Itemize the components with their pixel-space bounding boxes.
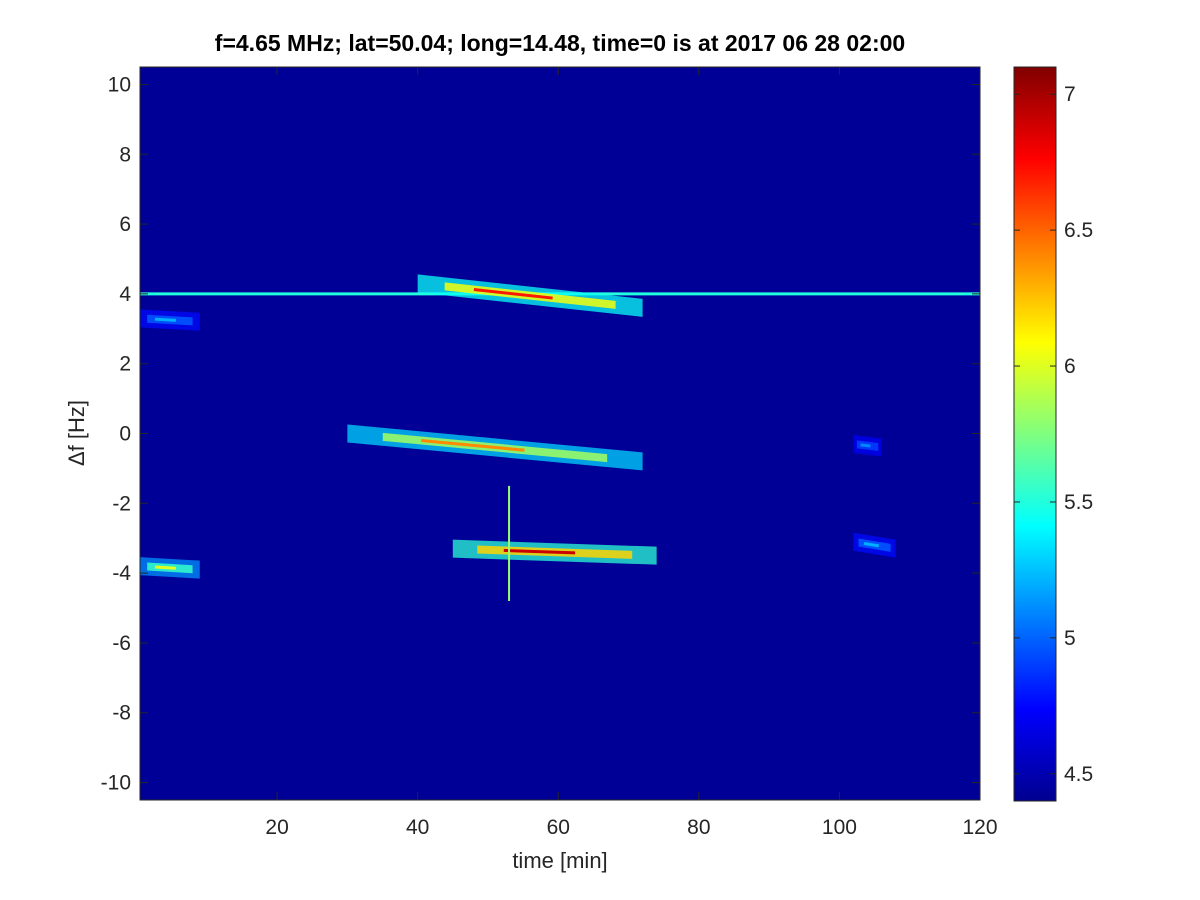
y-axis-label: Δf [Hz]: [64, 400, 89, 466]
y-tick-label: 8: [119, 143, 131, 166]
y-axis-ticks: -10 -8 -6 -4 -2 0 2 4 6 8 10: [101, 73, 980, 795]
x-tick-label: 40: [406, 816, 429, 839]
x-axis-ticks: 20 40 60 80 100 120: [265, 67, 998, 839]
y-tick-label: -10: [101, 772, 131, 795]
x-tick-label: 80: [687, 816, 710, 839]
plot-background: [140, 67, 980, 800]
x-tick-label: 100: [822, 816, 857, 839]
colorbar-tick-label: 5.5: [1064, 491, 1093, 514]
heatmap-blob-core-2: [154, 317, 176, 322]
heatmap-blob-core-5: [503, 548, 576, 555]
colorbar-ticks: 4.5 5 5.5 6 6.5 7: [1014, 83, 1093, 786]
x-axis-label: time [min]: [512, 848, 607, 873]
colorbar-tick-label: 4.5: [1064, 763, 1093, 786]
x-tick-label: 20: [265, 816, 288, 839]
x-tick-label: 120: [962, 816, 997, 839]
colorbar-tick-label: 5: [1064, 627, 1076, 650]
heatmap-blob-core-6: [154, 565, 176, 570]
colorbar-tick-label: 6.5: [1064, 219, 1093, 242]
y-tick-label: -6: [112, 632, 131, 655]
y-tick-label: 10: [108, 73, 131, 96]
heatmap-blob-core-7: [863, 541, 880, 548]
colorbar-tick-label: 6: [1064, 355, 1076, 378]
y-tick-label: 2: [119, 353, 131, 376]
chart-title: f=4.65 MHz; lat=50.04; long=14.48, time=…: [215, 30, 905, 56]
y-tick-label: 6: [119, 213, 131, 236]
heatmap-blob-core-3: [421, 438, 525, 452]
heatmap-blob-core-1: [473, 288, 553, 300]
colorbar: [1013, 66, 1057, 802]
heatmap-features: [140, 274, 980, 602]
x-tick-label: 60: [547, 816, 570, 839]
colorbar-tick-label: 7: [1064, 83, 1076, 106]
heatmap-blob-core-4: [860, 443, 871, 448]
y-tick-label: -4: [112, 562, 131, 585]
y-tick-label: 4: [119, 283, 131, 306]
y-tick-label: -2: [112, 492, 131, 515]
y-tick-label: 0: [119, 423, 131, 446]
y-tick-label: -8: [112, 702, 131, 725]
